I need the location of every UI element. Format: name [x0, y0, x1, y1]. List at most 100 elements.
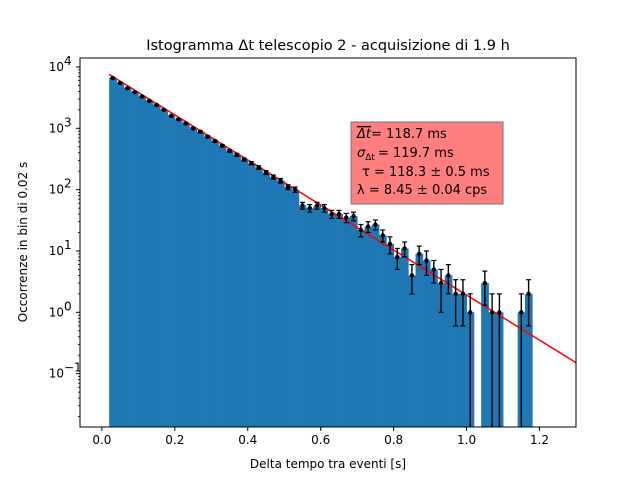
histogram-bar: [262, 172, 271, 427]
y-tick-label: 10: [49, 367, 64, 381]
point-marker: [358, 227, 364, 233]
data-point: [467, 293, 473, 427]
data-point: [460, 279, 466, 327]
point-marker: [351, 213, 356, 219]
data-point: [110, 75, 116, 81]
histogram-bar: [313, 205, 322, 427]
histogram-bar: [211, 141, 219, 428]
point-marker: [249, 160, 254, 166]
histogram-bar: [379, 235, 387, 427]
data-point: [190, 126, 196, 131]
y-tick-exponent: 3: [64, 115, 72, 129]
histogram-bar: [400, 248, 409, 427]
data-point: [336, 209, 342, 219]
data-point: [489, 293, 495, 427]
y-tick-label: 10: [49, 305, 64, 319]
data-point: [409, 263, 415, 295]
histogram-bar: [182, 123, 190, 428]
point-marker: [395, 254, 400, 260]
point-marker: [176, 117, 181, 122]
point-marker: [271, 174, 276, 180]
point-marker: [147, 98, 152, 104]
x-axis-label: Delta tempo tra eventi [s]: [250, 457, 406, 471]
point-marker: [285, 184, 291, 190]
x-tick-label: 0.8: [384, 433, 403, 447]
y-tick-exponent: 0: [64, 299, 72, 313]
sigma-symbol: σ: [357, 146, 366, 161]
point-marker: [190, 126, 196, 131]
point-marker: [489, 310, 495, 315]
point-marker: [168, 113, 174, 118]
histogram-bar: [357, 229, 365, 427]
data-point: [343, 212, 349, 224]
stats-line-sigma: σΔt = 119.7 ms: [357, 146, 454, 163]
data-point: [248, 160, 254, 166]
histogram-bar: [225, 150, 234, 428]
histogram-bar: [452, 293, 460, 427]
data-point: [154, 102, 160, 108]
data-point: [205, 134, 211, 139]
histogram-bar: [269, 177, 278, 427]
data-point: [358, 223, 364, 238]
y-tick-label: 10: [49, 183, 64, 197]
y-tick-label: 10: [49, 60, 64, 74]
point-marker: [125, 86, 130, 91]
data-point: [372, 219, 378, 231]
histogram-bar: [131, 92, 139, 427]
point-marker: [220, 143, 225, 148]
histogram-bar: [328, 214, 336, 427]
data-point: [423, 250, 429, 276]
data-point: [351, 211, 357, 222]
data-point: [270, 174, 276, 180]
data-point: [329, 209, 335, 219]
histogram-bar: [422, 260, 431, 427]
histogram-bar: [204, 136, 212, 427]
data-point: [453, 279, 459, 327]
data-point: [307, 204, 313, 213]
x-tick-label: 1.2: [530, 433, 549, 447]
point-marker: [161, 107, 167, 113]
point-marker: [212, 138, 218, 144]
histogram-bar: [240, 159, 249, 427]
y-tick-exponent: −1: [64, 361, 82, 375]
histogram-bar: [393, 256, 402, 427]
data-point: [402, 241, 408, 258]
point-marker: [416, 251, 422, 256]
data-point: [292, 186, 298, 194]
histogram-bar: [291, 189, 300, 427]
data-point: [321, 204, 327, 213]
point-marker: [453, 291, 458, 297]
x-tick-label: 0.4: [238, 433, 257, 447]
data-point: [445, 263, 451, 295]
point-marker: [329, 211, 334, 217]
histogram-bar: [233, 154, 241, 427]
chart-title: Istogramma Δt telescopio 2 - acquisizion…: [146, 38, 510, 54]
stats-line-mean: Δt= 118.7 ms: [356, 127, 447, 142]
histogram-bar: [430, 269, 438, 427]
histogram-bar: [255, 167, 263, 427]
point-marker: [110, 75, 116, 81]
data-point: [394, 247, 400, 271]
data-point: [496, 293, 502, 427]
y-tick-exponent: 2: [64, 177, 72, 191]
point-marker: [380, 233, 385, 238]
histogram-bar: [189, 128, 198, 427]
mean-value: = 118.7 ms: [371, 127, 447, 142]
point-marker: [205, 134, 210, 139]
data-point: [314, 201, 320, 210]
data-point: [227, 148, 233, 153]
histogram-bar: [524, 293, 533, 427]
histogram-bar: [174, 119, 183, 427]
point-marker: [263, 170, 269, 175]
sigma-value: = 119.7 ms: [378, 146, 454, 161]
y-axis-label: Occorrenze in bin di 0.02 s: [16, 162, 30, 323]
sigma-subscript: Δt: [365, 153, 375, 163]
data-point: [161, 107, 167, 113]
histogram-bar: [284, 187, 292, 427]
point-marker: [373, 222, 378, 227]
point-marker: [241, 157, 247, 162]
histogram-bar: [459, 293, 467, 427]
x-tick-label: 0.6: [311, 433, 330, 447]
